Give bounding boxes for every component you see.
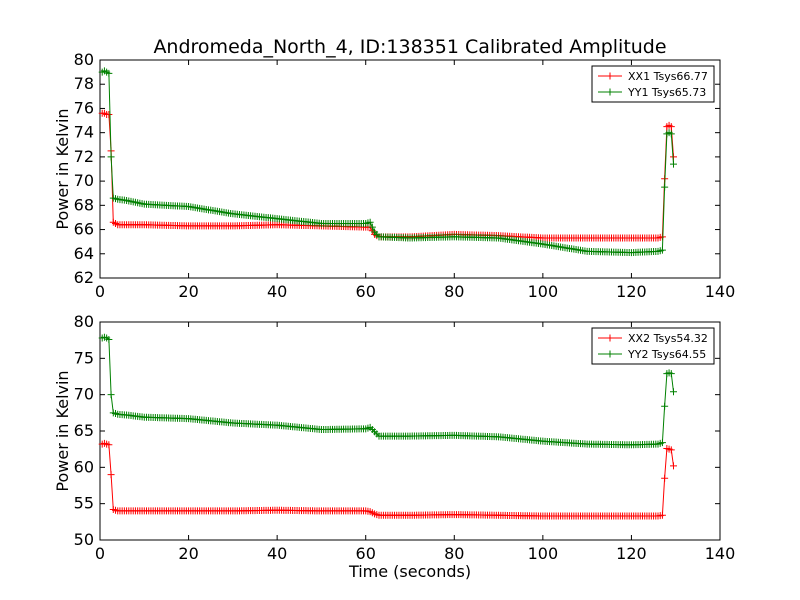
- legend-swatch-marker: [606, 334, 614, 342]
- data-point: [366, 218, 374, 226]
- y-tick-label: 55: [74, 494, 94, 513]
- y-tick-label: 78: [74, 74, 94, 93]
- y-tick-label: 64: [74, 244, 94, 263]
- legend-entry: YY1 Tsys65.73: [627, 86, 706, 99]
- data-point: [670, 462, 677, 470]
- x-tick-label: 20: [178, 544, 198, 563]
- y-tick-label: 68: [74, 195, 94, 214]
- data-point: [667, 123, 675, 131]
- legend: XX2 Tsys54.32 YY2 Tsys64.55: [591, 327, 715, 365]
- data-point: [105, 69, 113, 77]
- y-tick-label: 66: [74, 220, 94, 239]
- legend-swatch-marker: [606, 350, 614, 358]
- legend-swatch-marker: [606, 88, 614, 96]
- y-axis-label: Power in Kelvin: [53, 370, 72, 491]
- legend: XX1 Tsys66.77 YY1 Tsys65.73: [591, 65, 715, 103]
- x-axis-label: Time (seconds): [348, 562, 471, 581]
- data-point: [661, 402, 669, 410]
- series-xx: [98, 439, 677, 520]
- x-tick-label: 80: [444, 544, 464, 563]
- legend-swatch-marker: [606, 72, 614, 80]
- x-tick-label: 40: [267, 282, 287, 301]
- legend-entry: XX2 Tsys54.32: [628, 332, 708, 345]
- y-tick-label: 75: [74, 348, 94, 367]
- x-tick-label: 40: [267, 544, 287, 563]
- data-point: [670, 388, 677, 396]
- y-tick-label: 70: [74, 385, 94, 404]
- data-point: [107, 391, 115, 399]
- series-yy: [98, 333, 677, 449]
- y-tick-label: 76: [74, 98, 94, 117]
- data-point: [667, 370, 675, 378]
- y-tick-label: 65: [74, 421, 94, 440]
- data-point: [658, 246, 666, 254]
- y-tick-label: 50: [74, 530, 94, 549]
- y-axis-label: Power in Kelvin: [53, 108, 72, 229]
- data-point: [105, 335, 113, 343]
- data-point: [107, 153, 115, 161]
- data-point: [670, 160, 677, 168]
- series-yy: [98, 67, 677, 257]
- x-tick-label: 0: [95, 282, 105, 301]
- y-tick-label: 74: [74, 123, 94, 142]
- data-point: [658, 511, 666, 519]
- x-tick-label: 140: [705, 282, 736, 301]
- y-tick-label: 72: [74, 147, 94, 166]
- bottom-panel: 0 20 40 60 80 100 120 140 50 55 60 65 70 75 80 Power in…: [53, 312, 735, 581]
- data-point: [661, 183, 669, 191]
- y-tick-label: 80: [74, 312, 94, 331]
- legend-box: [591, 327, 715, 365]
- axes-frame: [99, 59, 721, 279]
- y-tick-label: 70: [74, 171, 94, 190]
- x-tick-label: 80: [444, 282, 464, 301]
- legend-entry: XX1 Tsys66.77: [628, 70, 708, 83]
- legend-entry: YY2 Tsys64.55: [627, 348, 706, 361]
- data-point: [658, 439, 666, 447]
- data-point: [667, 446, 675, 454]
- chart-title: Andromeda_North_4, ID:138351 Calibrated …: [153, 36, 666, 58]
- top-panel: 0 20 40 60 80 100 120 140 62 64 66 68 70 72 74 76 78 80 Po…: [53, 50, 735, 301]
- data-point: [667, 130, 675, 138]
- x-tick-label: 20: [178, 282, 198, 301]
- x-tick-label: 120: [616, 544, 647, 563]
- data-point: [368, 223, 376, 231]
- data-point: [107, 471, 115, 479]
- x-tick-label: 60: [356, 544, 376, 563]
- y-tick-label: 60: [74, 457, 94, 476]
- x-tick-label: 100: [528, 544, 559, 563]
- data-point: [105, 111, 113, 118]
- x-tick-label: 100: [528, 282, 559, 301]
- x-tick-label: 0: [95, 544, 105, 563]
- y-tick-label: 62: [74, 268, 94, 287]
- data-point: [661, 474, 669, 482]
- x-tick-label: 140: [705, 544, 736, 563]
- x-tick-label: 60: [356, 282, 376, 301]
- x-tick-label: 120: [616, 282, 647, 301]
- legend-box: [591, 65, 715, 103]
- data-point: [105, 441, 113, 449]
- y-tick-label: 80: [74, 50, 94, 69]
